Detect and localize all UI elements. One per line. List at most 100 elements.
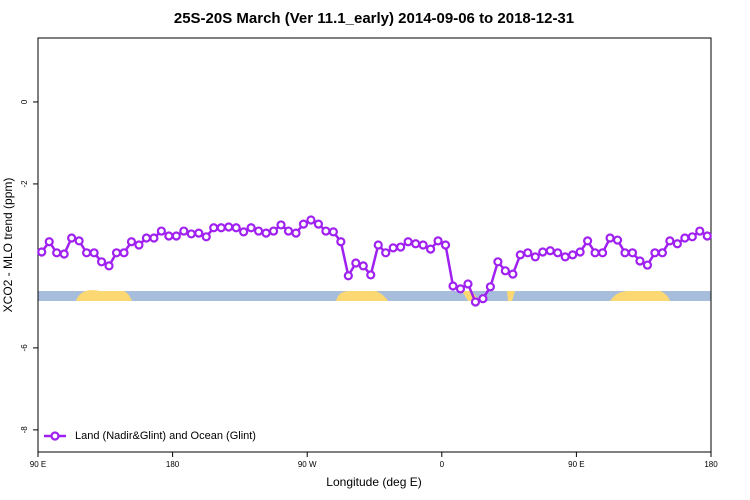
- data-point: [246, 223, 256, 233]
- data-point: [119, 248, 129, 258]
- data-point: [149, 233, 159, 243]
- y-tick-label: -8: [20, 426, 29, 434]
- data-point: [44, 237, 54, 247]
- data-point: [156, 226, 166, 236]
- data-point: [231, 223, 241, 233]
- data-point: [560, 252, 570, 262]
- x-tick-label: 180: [704, 460, 718, 469]
- data-point: [276, 220, 286, 230]
- data-point: [478, 294, 488, 304]
- data-point: [463, 279, 473, 289]
- data-point: [411, 239, 421, 249]
- plot-frame: [37, 37, 712, 453]
- data-point: [59, 249, 69, 259]
- data-point: [104, 261, 114, 271]
- x-tick-label: 90 E: [30, 460, 46, 469]
- data-point: [538, 247, 548, 257]
- data-point: [508, 269, 518, 279]
- data-point: [650, 248, 660, 258]
- data-point: [209, 223, 219, 233]
- data-point: [366, 270, 376, 280]
- y-tick-label: -2: [20, 180, 29, 188]
- data-point: [134, 240, 144, 250]
- data-point: [455, 284, 466, 294]
- data-point: [291, 228, 301, 238]
- data-point: [268, 226, 279, 236]
- data-point: [388, 243, 398, 253]
- data-point: [523, 248, 533, 258]
- data-point: [111, 248, 122, 258]
- data-point: [96, 257, 107, 267]
- data-point: [321, 226, 331, 236]
- legend-label: Land (Nadir&Glint) and Ocean (Glint): [75, 430, 256, 442]
- data-point: [82, 248, 92, 258]
- data-point: [328, 227, 338, 237]
- data-point: [164, 231, 174, 241]
- data-point: [403, 237, 413, 247]
- data-point: [627, 248, 638, 258]
- data-point: [313, 219, 324, 229]
- x-axis-label: Longitude (deg E): [326, 475, 421, 489]
- data-point: [635, 256, 645, 266]
- data-point: [695, 226, 705, 236]
- data-point: [67, 233, 77, 243]
- data-point: [239, 227, 249, 237]
- data-point: [687, 232, 697, 242]
- data-point: [283, 226, 294, 236]
- legend-marker: [50, 431, 60, 441]
- data-point: [545, 246, 555, 256]
- data-point: [590, 248, 600, 258]
- data-point: [515, 250, 525, 260]
- data-point: [89, 248, 99, 258]
- data-point: [381, 248, 391, 258]
- chart-title: 25S-20S March (Ver 11.1_early) 2014-09-0…: [174, 10, 574, 27]
- x-tick-label: 90 W: [298, 460, 317, 469]
- data-line: [40, 218, 708, 304]
- data-point: [351, 258, 361, 268]
- data-point: [597, 248, 608, 258]
- data-point: [702, 231, 712, 241]
- data-point: [470, 297, 481, 307]
- data-point: [418, 240, 428, 250]
- data-point: [171, 231, 181, 241]
- data-point: [216, 223, 226, 233]
- data-point: [253, 226, 264, 236]
- data-point: [493, 257, 503, 267]
- data-point: [583, 236, 593, 246]
- data-point: [500, 266, 510, 276]
- data-point: [306, 215, 316, 225]
- data-point: [485, 282, 496, 292]
- data-point: [141, 233, 152, 243]
- data-point: [605, 233, 615, 243]
- data-point: [672, 239, 682, 249]
- data-point: [373, 240, 383, 250]
- data-point: [194, 228, 204, 238]
- y-tick-label: 0: [20, 99, 29, 104]
- data-point: [336, 237, 346, 247]
- data-point: [612, 235, 623, 245]
- data-point: [358, 261, 368, 271]
- data-point: [680, 233, 690, 243]
- data-point: [261, 228, 271, 238]
- data-point: [74, 236, 84, 246]
- data-point: [224, 222, 234, 232]
- data-point: [448, 281, 458, 291]
- data-point: [343, 271, 353, 281]
- x-tick-label: 90 E: [568, 460, 584, 469]
- data-point: [440, 240, 451, 250]
- data-point: [298, 219, 309, 229]
- y-tick-label: -6: [20, 344, 29, 352]
- data-point: [37, 247, 47, 257]
- data-point: [179, 226, 189, 236]
- data-point: [52, 248, 62, 258]
- data-point: [665, 236, 675, 246]
- x-tick-label: 180: [166, 460, 180, 469]
- data-point: [201, 232, 211, 242]
- data-point: [186, 229, 196, 239]
- data-point: [530, 252, 540, 262]
- data-point: [396, 242, 406, 252]
- data-point: [575, 247, 585, 257]
- data-point: [642, 260, 653, 270]
- data-point: [126, 237, 137, 247]
